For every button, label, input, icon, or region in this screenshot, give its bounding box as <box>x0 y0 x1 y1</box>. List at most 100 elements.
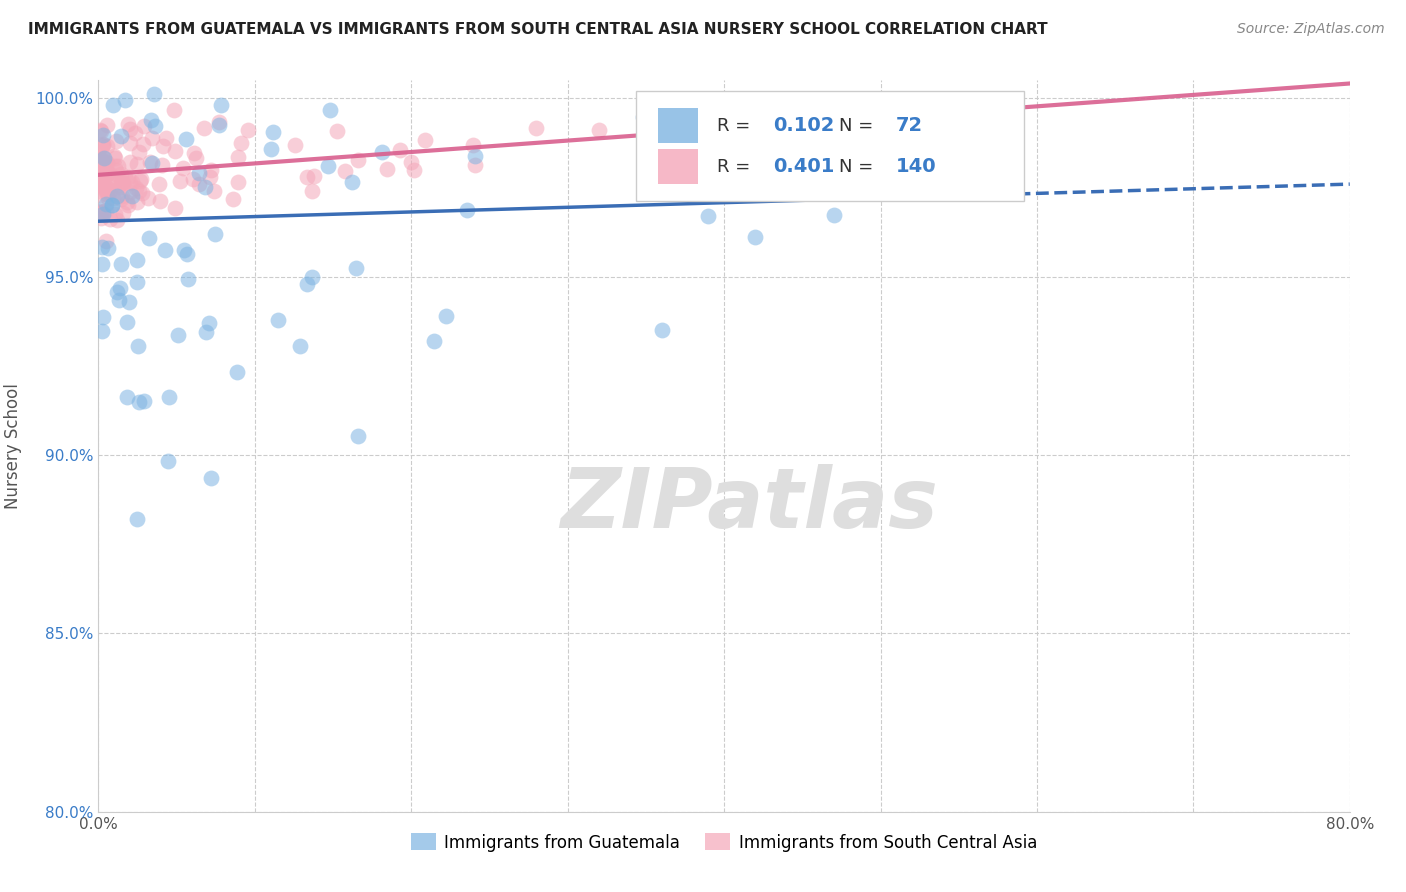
Point <box>464 157 486 171</box>
Point <box>869 119 891 133</box>
Point <box>117 198 139 212</box>
Point <box>93 162 115 177</box>
Point <box>97 241 120 255</box>
Point <box>169 174 191 188</box>
Point <box>91 137 114 152</box>
Point <box>295 277 318 292</box>
Point <box>195 325 218 339</box>
Point <box>96 167 118 181</box>
Point <box>127 338 149 352</box>
Point <box>184 152 207 166</box>
Point <box>141 131 163 145</box>
Point <box>183 145 205 160</box>
Point <box>90 178 112 192</box>
Point <box>111 206 134 220</box>
Point <box>120 155 142 169</box>
Point <box>91 159 114 173</box>
Point <box>91 156 114 170</box>
Point <box>121 176 143 190</box>
Text: R =: R = <box>717 117 755 135</box>
Point <box>105 134 128 148</box>
Point <box>91 310 114 324</box>
Point <box>744 230 766 244</box>
Point <box>295 169 318 184</box>
Point <box>226 175 249 189</box>
Point <box>103 173 125 187</box>
Point <box>117 194 139 209</box>
Point <box>90 211 112 226</box>
Point <box>423 334 446 349</box>
Point <box>342 175 364 189</box>
Point <box>117 316 139 330</box>
Point <box>229 136 252 150</box>
Text: N =: N = <box>839 158 879 176</box>
Point <box>96 167 118 181</box>
Point <box>89 177 111 191</box>
Point <box>344 260 367 275</box>
Text: 0.401: 0.401 <box>773 157 834 176</box>
Point <box>284 137 307 152</box>
Point <box>177 272 200 286</box>
Point <box>94 183 117 197</box>
Point <box>388 144 411 158</box>
Point <box>104 159 127 173</box>
Point <box>290 339 312 353</box>
Point <box>301 270 323 285</box>
Point <box>89 184 111 198</box>
Point <box>96 203 118 218</box>
Point <box>91 240 114 254</box>
Point <box>744 112 766 126</box>
Point <box>200 163 222 178</box>
Point <box>108 281 131 295</box>
Point <box>104 207 127 221</box>
Point <box>94 169 117 184</box>
Point <box>107 188 129 202</box>
Point <box>115 390 138 404</box>
Text: ZIPatlas: ZIPatlas <box>560 464 938 545</box>
Point <box>120 185 142 199</box>
Point <box>89 169 111 183</box>
Point <box>208 115 231 129</box>
Point <box>131 186 153 201</box>
Text: Source: ZipAtlas.com: Source: ZipAtlas.com <box>1237 22 1385 37</box>
Point <box>463 149 485 163</box>
Point <box>588 122 610 136</box>
Point <box>91 158 114 172</box>
Point <box>150 158 173 172</box>
Point <box>456 203 478 218</box>
Point <box>371 145 394 160</box>
Point <box>377 161 399 176</box>
Point <box>127 512 149 526</box>
Text: N =: N = <box>839 117 879 135</box>
Point <box>96 155 118 169</box>
Point <box>141 156 163 170</box>
Point <box>118 136 141 150</box>
Point <box>463 138 485 153</box>
Point <box>181 172 204 186</box>
Point <box>89 153 111 168</box>
Point <box>103 97 125 112</box>
Point <box>108 293 131 307</box>
Point <box>107 178 129 193</box>
Point <box>187 178 209 192</box>
Point <box>157 453 180 467</box>
Point <box>225 366 247 380</box>
Point <box>325 124 347 138</box>
Point <box>93 151 115 165</box>
Point <box>260 142 283 156</box>
Text: 0.102: 0.102 <box>773 116 834 135</box>
Point <box>90 205 112 219</box>
Point <box>117 169 139 184</box>
Point <box>526 120 548 135</box>
Point <box>105 285 128 299</box>
Point <box>125 157 148 171</box>
Point <box>104 152 127 166</box>
Point <box>90 167 112 181</box>
Point <box>125 180 148 194</box>
Point <box>319 103 342 118</box>
Point <box>153 244 176 258</box>
Point <box>91 171 114 186</box>
Point <box>633 111 655 125</box>
Point <box>148 177 170 191</box>
Point <box>100 198 122 212</box>
